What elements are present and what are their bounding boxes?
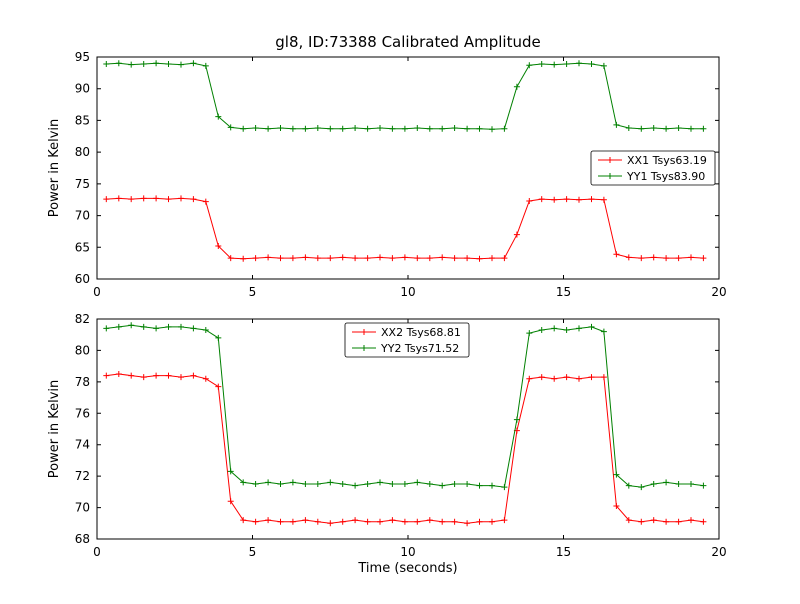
y-tick-label: 65 [75,240,90,254]
x-tick-label: 10 [400,285,415,299]
subplots-group: 0 5 10 15 20 60 65 70 75 80 85 90 95 XX1 Tsys63.19 YY1… [75,50,727,559]
subplot-2: 0 5 10 15 20 68 70 72 74 76 78 80 82 XX2 Tsys68.81 YY2… [75,312,727,559]
y-tick-label: 68 [75,532,90,546]
y-tick-label: 80 [75,145,90,159]
x-tick-label: 5 [249,285,257,299]
legend: XX2 Tsys68.81 YY2 Tsys71.52 [344,322,470,358]
x-tick-label: 5 [249,545,257,559]
y-tick-label: 72 [75,469,90,483]
series-markers-yy1 [103,60,707,133]
y-tick-label: 74 [75,438,90,452]
x-tick-label: 15 [556,545,571,559]
x-tick-label: 10 [400,545,415,559]
y-tick-label: 80 [75,343,90,357]
xlabel: Time (seconds) [357,561,457,576]
y-tick-label: 70 [75,209,90,223]
series-markers-xx2 [103,371,707,527]
subplot-1: 0 5 10 15 20 60 65 70 75 80 85 90 95 XX1 Tsys63.19 YY1… [75,50,727,299]
y-tick-label: 75 [75,177,90,191]
legend-label: XX1 Tsys63.19 [627,154,707,167]
y-tick-label: 82 [75,312,90,326]
x-tick-label: 0 [93,545,101,559]
legend-sample-xx2 [352,329,376,335]
legend-sample-yy1 [598,173,622,179]
legend-sample-yy2 [352,345,376,351]
x-tick-label: 20 [711,545,726,559]
x-tick-label: 15 [556,285,571,299]
top-ylabel: Power in Kelvin [47,119,62,217]
legend-label: YY1 Tsys83.90 [626,170,705,183]
legend-sample-xx1 [598,157,622,163]
y-tick-label: 90 [75,82,90,96]
x-tick-label: 0 [93,285,101,299]
y-tick-label: 95 [75,50,90,64]
y-tick-label: 70 [75,501,90,515]
series-markers-yy2 [103,322,707,491]
legend: XX1 Tsys63.19 YY1 Tsys83.90 [590,150,716,186]
y-tick-label: 85 [75,113,90,127]
y-tick-label: 78 [75,375,90,389]
axis-ticks [96,318,720,540]
series-markers-xx1 [103,195,707,262]
axis-ticks [96,56,720,280]
x-tick-label: 20 [711,285,726,299]
y-tick-label: 60 [75,272,90,286]
y-tick-label: 76 [75,406,90,420]
figure-title: gl8, ID:73388 Calibrated Amplitude [275,33,540,51]
legend-label: XX2 Tsys68.81 [381,326,461,339]
bottom-ylabel: Power in Kelvin [47,380,62,478]
legend-label: YY2 Tsys71.52 [380,342,459,355]
